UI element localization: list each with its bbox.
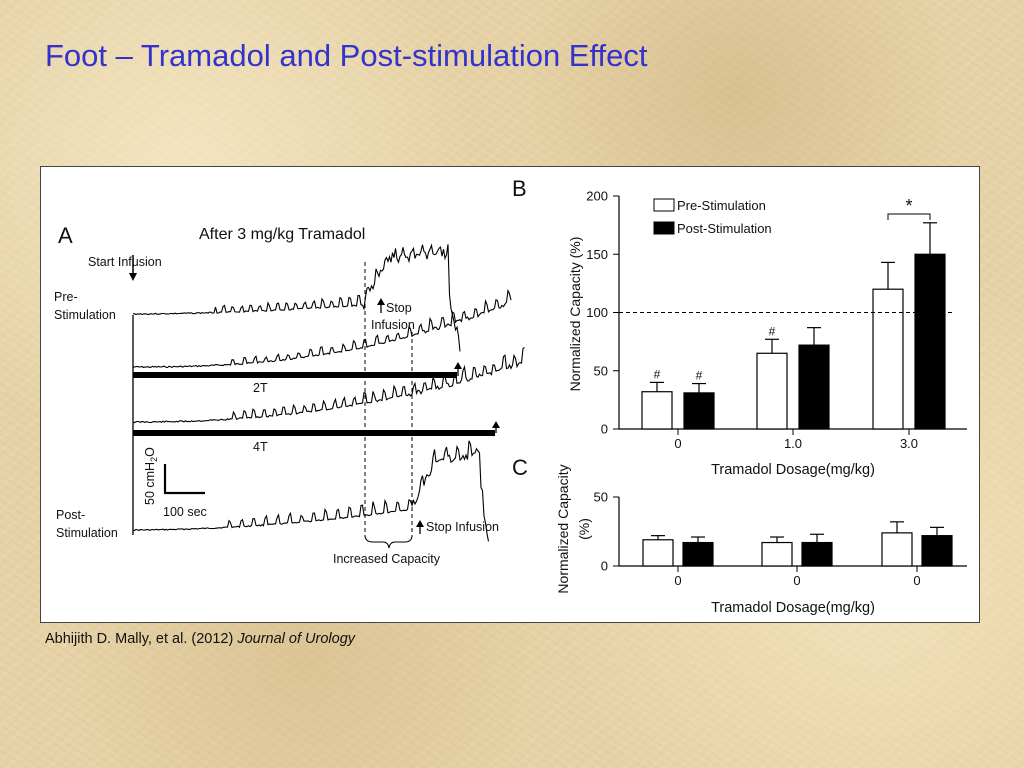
c-y-tick-label: 0 [601,559,608,574]
pre-stim-label-line1: Pre- [54,290,78,304]
b-x-tick-label: 0 [674,436,681,451]
stop-infusion-arrow-icon [416,520,424,534]
significance-star: * [905,196,912,216]
start-infusion-label: Start Infusion [88,255,162,269]
panel-c-ylabel-line1: Normalized Capacity [555,464,571,593]
panel-c: C 0 50 0 0 0 Normalized Capacity (%) Tramad… [512,455,967,616]
panel-c-ylabel-line2: (%) [576,518,592,540]
panel-b: B 0 50 100 150 200 0 1.0 3.0 # # # Normalized Ca… [512,176,967,478]
panel-c-xlabel: Tramadol Dosage(mg/kg) [711,600,875,616]
b-x-tick-label: 3.0 [900,436,918,451]
scale-bar [163,464,205,495]
b-significance-marker: # [696,369,703,383]
c-bar-pre-stimulation [642,539,674,567]
stim-2t-label: 2T [253,381,268,395]
b-y-tick-label: 150 [586,247,608,262]
trace-2t-stimulation [132,288,512,369]
panel-c-letter: C [512,455,528,480]
c-x-tick-label: 0 [793,573,800,588]
c-x-tick-label: 0 [913,573,920,588]
b-significance-marker: # [654,367,661,381]
b-bar-pre-stimulation [641,391,673,430]
trace-4t-stimulation [132,346,525,424]
citation: Abhijith D. Mally, et al. (2012) Journal… [45,631,355,647]
c-bar-pre-stimulation [881,532,913,567]
trace-pre-stimulation [132,243,461,352]
start-infusion-arrow-icon [129,255,137,281]
citation-journal: Journal of Urology [237,631,356,647]
legend-label-post: Post-Stimulation [677,221,772,236]
significance-bracket [887,213,931,220]
b-y-tick-label: 100 [586,305,608,320]
c-x-tick-label: 0 [674,573,681,588]
panel-b-ylabel: Normalized Capacity (%) [567,237,583,392]
panel-b-xlabel: Tramadol Dosage(mg/kg) [711,462,875,478]
stop-infusion-label-2: Stop Infusion [426,520,499,534]
c-bar-post-stimulation [682,541,714,567]
figure-panel: A After 3 mg/kg Tramadol Start Infusion … [40,166,980,623]
b-significance-marker: # [769,324,776,338]
c-y-tick-label: 50 [594,490,608,505]
pre-stim-label-line2: Stimulation [54,308,116,322]
stop-infusion-arrow-icon [454,362,462,376]
c-bar-post-stimulation [801,541,833,567]
c-bar-post-stimulation [921,535,953,567]
increased-capacity-brace [364,534,413,549]
panel-a-title: After 3 mg/kg Tramadol [199,226,365,243]
increased-capacity-label: Increased Capacity [333,552,441,566]
stimulation-bar-2t [133,372,457,378]
b-y-tick-label: 50 [594,363,608,378]
c-bar-pre-stimulation [761,541,793,567]
b-x-tick-label: 1.0 [784,436,802,451]
panel-a-letter: A [58,223,73,248]
slide-title: Foot – Tramadol and Post-stimulation Eff… [45,38,648,73]
legend-swatch-pre [653,198,675,212]
stop-infusion-arrow-icon [492,421,500,433]
stop-infusion-label-1b: Infusion [371,318,415,332]
legend-swatch-post [653,221,675,235]
b-bar-post-stimulation [683,392,715,430]
scale-pressure-label: 50 cmH2O [143,447,159,505]
b-bar-post-stimulation [798,344,830,430]
citation-authors: Abhijith D. Mally, et al. (2012) [45,631,234,647]
b-bar-post-stimulation [914,253,946,430]
panel-a: A After 3 mg/kg Tramadol Start Infusion … [54,223,525,566]
scale-time-label: 100 sec [163,505,207,519]
b-y-tick-label: 0 [601,422,608,437]
b-bar-pre-stimulation [756,352,788,430]
legend-label-pre: Pre-Stimulation [677,198,766,213]
post-stim-label-line2: Stimulation [56,526,118,540]
panel-b-letter: B [512,176,527,201]
b-bar-pre-stimulation [872,288,904,430]
figure-svg: A After 3 mg/kg Tramadol Start Infusion … [54,176,967,616]
b-y-tick-label: 200 [586,189,608,204]
panel-b-legend: Pre-Stimulation Post-Stimulation [653,198,772,236]
stim-4t-label: 4T [253,440,268,454]
post-stim-label-line1: Post- [56,508,85,522]
stimulation-bar-4t [133,430,495,436]
stop-infusion-arrow-icon [377,298,385,313]
trace-post-stimulation [133,440,490,542]
stop-infusion-label-1a: Stop [386,301,412,315]
